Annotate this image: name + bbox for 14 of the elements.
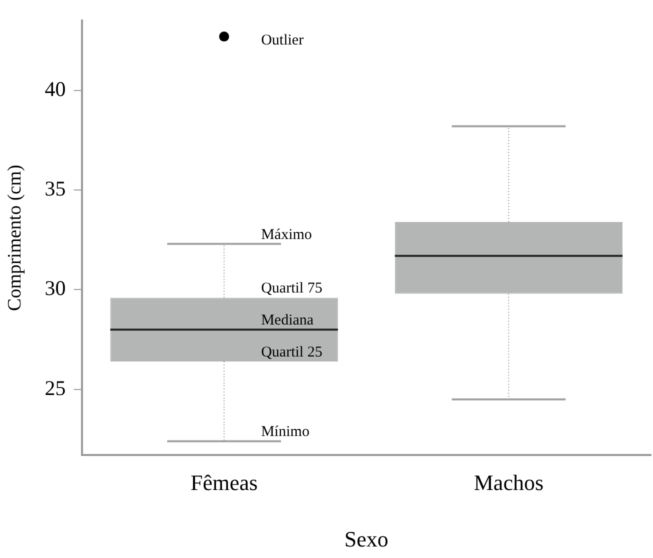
y-tick-label: 35: [44, 176, 66, 201]
y-tick-label: 40: [44, 76, 66, 101]
x-tick-label: Machos: [474, 470, 544, 496]
annotation: Quartil 25: [261, 344, 322, 360]
x-tick-label: Fêmeas: [190, 470, 258, 496]
annotation: Quartil 75: [261, 280, 322, 297]
y-tick-label: 30: [44, 276, 66, 300]
x-axis-title: Sexo: [344, 526, 388, 552]
annotation: Máximo: [261, 226, 312, 243]
annotation: Outlier: [261, 32, 304, 49]
annotation: Mediana: [261, 312, 314, 329]
y-axis-title: Comprimento (cm): [4, 164, 26, 311]
y-tick-label: 25: [44, 376, 66, 400]
annotation: Mínimo: [261, 424, 310, 440]
